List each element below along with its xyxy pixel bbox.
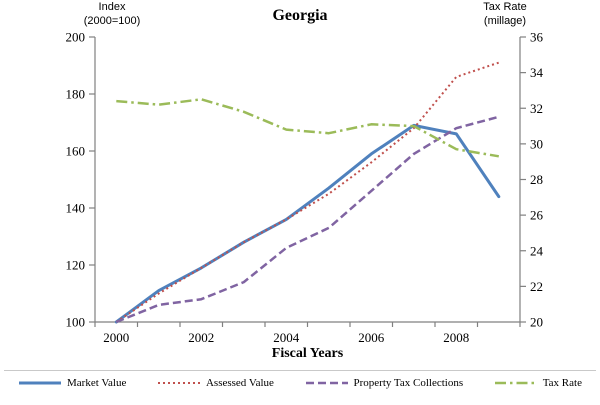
y-tick-label-left: 120 [66,258,86,273]
right-axis-title-line1: Tax Rate [483,1,527,13]
legend-line-sample [305,381,348,385]
legend-line-sample [19,381,61,385]
legend-item-tax-rate: Tax Rate [494,377,582,389]
y-tick-label-right: 20 [530,315,543,330]
y-tick-label-left: 100 [66,315,86,330]
y-tick-label-right: 26 [530,208,544,223]
y-tick-label-right: 34 [530,65,544,80]
x-tick-label: 2006 [358,330,385,345]
legend-line-sample [494,381,537,385]
left-axis-title: Index (2000=100) [70,1,154,29]
y-tick-label-right: 36 [530,30,544,45]
series-line-market-value [114,123,501,324]
legend-item-assessed-value: Assessed Value [157,377,274,389]
series-line-tax-rate [116,98,500,158]
series-line-property-tax-collections [115,115,500,324]
x-tick-label: 2000 [103,330,129,345]
series-line-assessed-value [115,61,500,323]
x-tick-label: 2002 [188,330,214,345]
legend-item-property-tax-collections: Property Tax Collections [305,377,464,389]
left-axis-title-line1: Index [98,1,126,13]
y-tick-label-left: 200 [66,30,86,45]
legend-label: Tax Rate [542,377,582,389]
y-tick-label-right: 30 [530,136,543,151]
x-tick-label: 2008 [443,330,469,345]
x-axis-label: Fiscal Years [271,346,344,361]
y-tick-label-left: 180 [66,87,86,102]
y-tick-label-left: 160 [66,144,86,159]
chart-canvas: 100 120 140 160 180 200 20 22 24 26 28 30 32 34 36 2000… [66,30,544,346]
y-tick-label-right: 22 [530,279,543,294]
y-tick-label-left: 140 [66,201,86,216]
y-tick-label-right: 28 [530,172,543,187]
left-axis-title-line2: (2000=100) [83,14,141,27]
legend-item-market-value: Market Value [18,377,126,389]
x-tick-label: 2004 [273,330,300,345]
y-tick-label-right: 24 [530,243,544,258]
legend-label: Market Value [67,377,127,389]
y-tick-label-right: 32 [530,101,543,116]
right-axis-title-line2: (millage) [483,14,527,27]
legend: Market Value Assessed Value Property Tax C… [4,370,596,389]
legend-label: Property Tax Collections [353,377,464,389]
legend-label: Assessed Value [205,377,274,389]
legend-line-sample [157,382,200,384]
right-axis-title: Tax Rate (millage) [458,1,552,29]
chart-title: Georgia [272,7,328,24]
